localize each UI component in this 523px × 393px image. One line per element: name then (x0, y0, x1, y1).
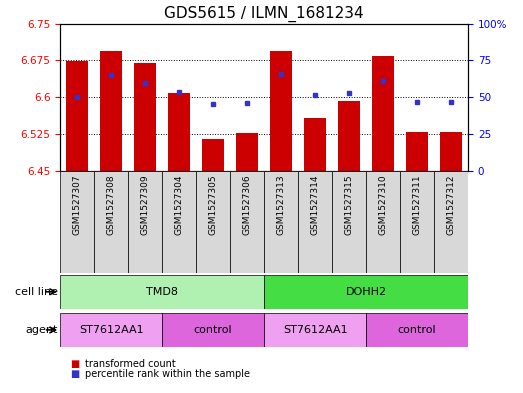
Bar (60, 275, 264, 309)
Bar (332, 171, 366, 273)
Text: GSM1527308: GSM1527308 (107, 174, 116, 235)
Bar (264, 313, 366, 347)
Text: control: control (194, 325, 232, 335)
Text: control: control (398, 325, 436, 335)
Bar (434, 171, 468, 273)
Text: GSM1527305: GSM1527305 (209, 174, 218, 235)
Bar (202, 138, 224, 171)
Bar (162, 171, 196, 273)
Bar (298, 171, 332, 273)
Bar (264, 275, 468, 309)
Text: GSM1527306: GSM1527306 (243, 174, 252, 235)
Text: ST7612AA1: ST7612AA1 (79, 325, 143, 335)
Text: GSM1527313: GSM1527313 (277, 174, 286, 235)
Bar (60, 313, 162, 347)
Bar (366, 313, 468, 347)
Text: GSM1527312: GSM1527312 (447, 174, 456, 235)
Text: GSM1527307: GSM1527307 (73, 174, 82, 235)
Bar (270, 51, 292, 171)
Text: GSM1527315: GSM1527315 (345, 174, 354, 235)
Text: GSM1527311: GSM1527311 (413, 174, 422, 235)
Text: agent: agent (25, 325, 58, 335)
Text: percentile rank within the sample: percentile rank within the sample (85, 369, 250, 379)
Bar (440, 132, 462, 171)
Bar (168, 94, 190, 171)
Text: cell line: cell line (15, 287, 58, 297)
Text: transformed count: transformed count (85, 358, 176, 369)
Bar (236, 133, 258, 171)
Bar (366, 171, 400, 273)
Text: DOHH2: DOHH2 (346, 287, 386, 297)
Text: GSM1527310: GSM1527310 (379, 174, 388, 235)
Bar (304, 118, 326, 171)
Bar (128, 171, 162, 273)
Text: ST7612AA1: ST7612AA1 (283, 325, 347, 335)
Bar (100, 51, 122, 171)
Text: GSM1527314: GSM1527314 (311, 174, 320, 235)
Bar (264, 171, 298, 273)
Bar (66, 61, 88, 171)
Text: ■: ■ (71, 369, 80, 379)
Bar (400, 171, 434, 273)
Text: GSM1527309: GSM1527309 (141, 174, 150, 235)
Bar (406, 132, 428, 171)
Text: TMD8: TMD8 (146, 287, 178, 297)
Bar (60, 171, 94, 273)
Bar (134, 63, 156, 171)
Text: GSM1527304: GSM1527304 (175, 174, 184, 235)
Text: ■: ■ (71, 358, 80, 369)
Bar (338, 101, 360, 171)
Bar (162, 313, 264, 347)
Bar (372, 57, 394, 171)
Bar (94, 171, 128, 273)
Bar (196, 171, 230, 273)
Title: GDS5615 / ILMN_1681234: GDS5615 / ILMN_1681234 (164, 6, 364, 22)
Bar (230, 171, 264, 273)
